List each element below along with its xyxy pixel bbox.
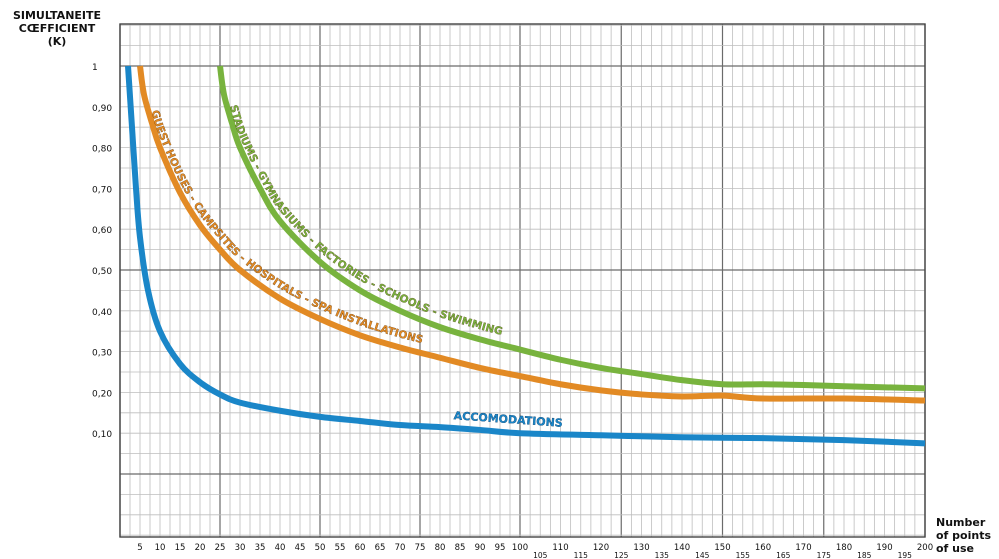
x-tick-label: 50 bbox=[315, 543, 326, 553]
x-tick-label: 190 bbox=[876, 543, 892, 553]
x-tick-label-secondary: 195 bbox=[898, 551, 913, 559]
y-axis-label-line-2: CŒFFICIENT bbox=[18, 22, 96, 35]
x-tick-label: 40 bbox=[275, 543, 286, 553]
x-tick-label-secondary: 115 bbox=[574, 551, 589, 559]
x-tick-label: 30 bbox=[235, 543, 246, 553]
x-tick-label: 80 bbox=[435, 543, 446, 553]
guest-houses-line bbox=[137, 65, 926, 404]
x-axis-label-line-3: of use bbox=[936, 542, 975, 555]
x-tick-label: 70 bbox=[395, 543, 406, 553]
y-tick-label: 0,20 bbox=[92, 389, 112, 399]
x-tick-label: 10 bbox=[155, 543, 166, 553]
y-tick-label: 0,40 bbox=[92, 308, 112, 318]
x-tick-label: 45 bbox=[295, 543, 306, 553]
x-tick-label: 75 bbox=[415, 543, 426, 553]
accommodations-line bbox=[125, 65, 926, 447]
stadiums-line bbox=[217, 65, 926, 392]
x-axis-label-line-2: of points bbox=[936, 529, 992, 542]
x-tick-label: 25 bbox=[215, 543, 226, 553]
y-tick-label: 0,80 bbox=[92, 145, 112, 155]
y-tick-label: 1 bbox=[92, 63, 98, 73]
x-tick-label: 130 bbox=[633, 543, 649, 553]
x-tick-label-secondary: 165 bbox=[776, 551, 791, 559]
x-tick-label: 20 bbox=[195, 543, 206, 553]
x-tick-label: 65 bbox=[375, 543, 386, 553]
x-tick-label: 35 bbox=[255, 543, 266, 553]
x-tick-label-secondary: 155 bbox=[736, 551, 751, 559]
x-tick-label: 150 bbox=[714, 543, 730, 553]
y-axis-label-line-1: SIMULTANEITE bbox=[12, 9, 102, 22]
x-tick-label: 15 bbox=[175, 543, 186, 553]
y-axis-label-line-3: (K) bbox=[47, 35, 67, 48]
x-tick-label-secondary: 175 bbox=[817, 551, 832, 559]
x-tick-label-secondary: 145 bbox=[695, 551, 710, 559]
x-tick-label: 5 bbox=[137, 543, 142, 553]
x-tick-label: 60 bbox=[355, 543, 366, 553]
x-tick-label: 110 bbox=[552, 543, 568, 553]
plot-frame bbox=[119, 23, 926, 538]
x-tick-label: 55 bbox=[335, 543, 346, 553]
x-tick-label: 95 bbox=[495, 543, 506, 553]
x-tick-label: 170 bbox=[795, 543, 811, 553]
x-tick-label-secondary: 105 bbox=[533, 551, 548, 559]
y-tick-label: 0,10 bbox=[92, 430, 112, 440]
y-tick-label: 0,30 bbox=[92, 349, 112, 359]
x-tick-label-secondary: 185 bbox=[857, 551, 872, 559]
x-tick-label: 100 bbox=[512, 543, 528, 553]
x-axis-label-line-1: Number bbox=[936, 516, 986, 529]
x-tick-label: 85 bbox=[455, 543, 466, 553]
x-tick-label: 90 bbox=[475, 543, 486, 553]
y-tick-label: 0,50 bbox=[92, 267, 112, 277]
y-tick-label: 0,90 bbox=[92, 104, 112, 114]
plot-background bbox=[120, 24, 925, 537]
x-tick-label: 140 bbox=[674, 543, 690, 553]
x-tick-label: 160 bbox=[755, 543, 771, 553]
x-tick-label-secondary: 135 bbox=[655, 551, 670, 559]
y-tick-label: 0,70 bbox=[92, 185, 112, 195]
y-tick-label: 0,60 bbox=[92, 226, 112, 236]
x-tick-label-secondary: 125 bbox=[614, 551, 629, 559]
x-tick-label: 120 bbox=[593, 543, 609, 553]
x-tick-label: 200 bbox=[917, 543, 933, 553]
x-tick-label: 180 bbox=[836, 543, 852, 553]
